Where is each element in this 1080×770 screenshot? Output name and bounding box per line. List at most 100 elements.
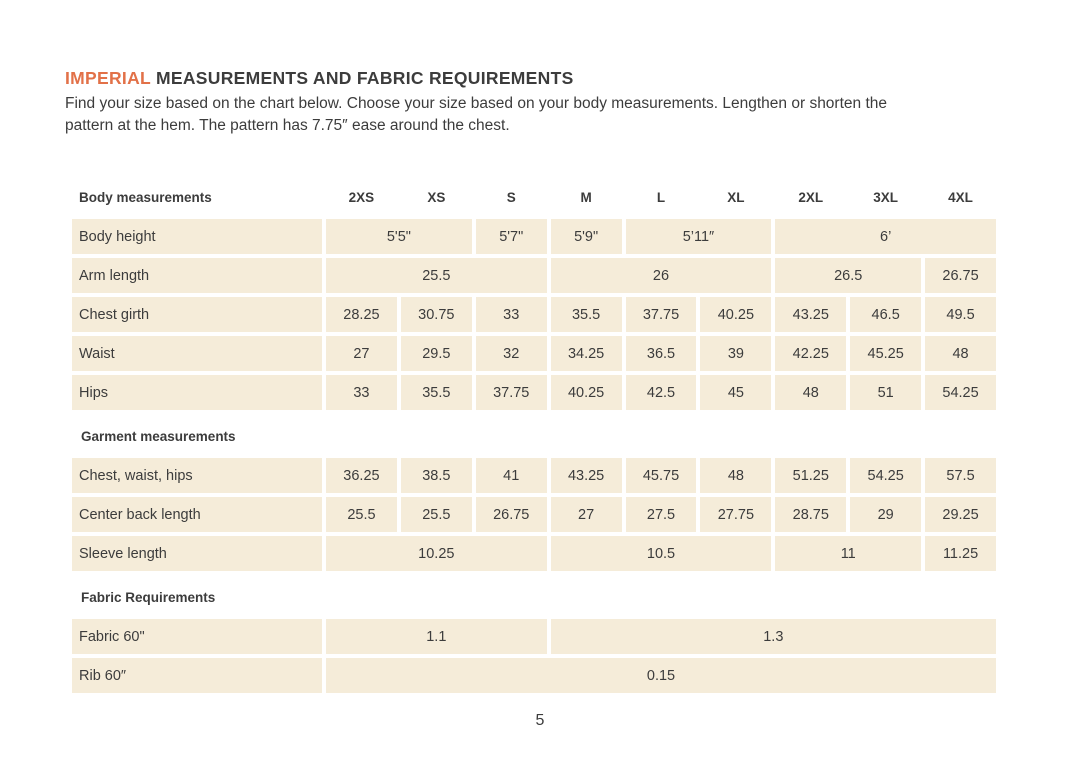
table-row: Chest girth 28.25 30.75 33 35.5 37.75 40.25 43.…	[72, 297, 996, 332]
measurement-cell: 48	[925, 336, 996, 371]
measurement-cell: 1.1	[326, 619, 547, 654]
measurement-cell: 45	[700, 375, 772, 410]
table-row: Fabric 60" 1.1 1.3	[72, 619, 996, 654]
measurement-cell: 29.25	[925, 497, 996, 532]
section-header: Fabric Requirements	[81, 589, 216, 605]
measurement-cell: 25.5	[326, 497, 397, 532]
measurement-cell: 27.75	[700, 497, 772, 532]
table-row: Sleeve length 10.25 10.5 11 11.25	[72, 536, 996, 571]
table-header-row: Body measurements 2XS XS S M L XL 2XL 3XL 4XL	[72, 188, 996, 206]
measurement-cell: 43.25	[775, 297, 847, 332]
measurement-cell: 35.5	[550, 297, 622, 332]
measurement-cell: 38.5	[400, 458, 472, 493]
table-row: Waist 27 29.5 32 34.25 36.5 39 42.25 45.25 48	[72, 336, 996, 371]
row-label: Sleeve length	[72, 536, 322, 571]
measurement-cell: 54.25	[925, 375, 996, 410]
row-label: Hips	[72, 375, 322, 410]
measurement-cell: 5’11″	[625, 219, 772, 254]
title-text: MEASUREMENTS AND FABRIC REQUIREMENTS	[156, 68, 574, 88]
size-column-header: 3XL	[873, 189, 899, 205]
table-row: Body height 5'5" 5'7" 5'9" 5’11″ 6’	[72, 219, 996, 254]
measurement-cell: 37.75	[475, 375, 547, 410]
measurement-cell: 26.5	[775, 258, 922, 293]
measurement-cell: 42.5	[625, 375, 697, 410]
measurement-cell: 27.5	[625, 497, 697, 532]
measurement-cell: 26.75	[475, 497, 547, 532]
size-column-header: M	[580, 189, 592, 205]
measurement-cell: 27	[550, 497, 622, 532]
table-row: Chest, waist, hips 36.25 38.5 41 43.25 45.75 4…	[72, 458, 996, 493]
measurement-cell: 27	[326, 336, 397, 371]
measurement-cell: 0.15	[326, 658, 996, 693]
measurement-cell: 35.5	[400, 375, 472, 410]
measurement-cell: 30.75	[400, 297, 472, 332]
row-label: Arm length	[72, 258, 322, 293]
row-label: Waist	[72, 336, 322, 371]
measurement-cell: 10.5	[550, 536, 772, 571]
row-label: Body height	[72, 219, 322, 254]
table-row: Hips 33 35.5 37.75 40.25 42.5 45 48 51 54.25	[72, 375, 996, 410]
size-column-header: 2XS	[348, 189, 375, 205]
measurement-cell: 5'9"	[550, 219, 622, 254]
measurement-cell: 40.25	[550, 375, 622, 410]
measurement-cell: 28.75	[775, 497, 847, 532]
measurement-cell: 33	[475, 297, 547, 332]
measurement-cell: 5'7"	[475, 219, 547, 254]
measurement-cell: 48	[775, 375, 847, 410]
measurement-cell: 45.25	[850, 336, 922, 371]
measurement-cell: 43.25	[550, 458, 622, 493]
measurement-cell: 41	[475, 458, 547, 493]
row-label: Fabric 60"	[72, 619, 322, 654]
measurement-cell: 10.25	[326, 536, 547, 571]
measurement-cell: 11.25	[925, 536, 996, 571]
measurement-cell: 51	[850, 375, 922, 410]
title-highlight: IMPERIAL	[65, 68, 152, 88]
table-header-label: Body measurements	[79, 189, 212, 205]
measurement-cell: 34.25	[550, 336, 622, 371]
size-column-header: XL	[727, 189, 745, 205]
row-label: Chest, waist, hips	[72, 458, 322, 493]
row-label: Center back length	[72, 497, 322, 532]
measurement-cell: 6’	[775, 219, 996, 254]
measurement-cell: 36.25	[326, 458, 397, 493]
size-column-header: S	[506, 189, 516, 205]
size-column-header: 4XL	[948, 189, 973, 205]
measurement-cell: 46.5	[850, 297, 922, 332]
measurement-cell: 26.75	[925, 258, 996, 293]
measurement-cell: 57.5	[925, 458, 996, 493]
measurement-cell: 48	[700, 458, 772, 493]
size-column-header: XS	[427, 189, 446, 205]
measurement-cell: 42.25	[775, 336, 847, 371]
size-column-header: 2XL	[798, 189, 824, 205]
measurement-cell: 5'5"	[326, 219, 472, 254]
measurement-cell: 54.25	[850, 458, 922, 493]
row-label: Rib 60″	[72, 658, 322, 693]
measurement-cell: 39	[700, 336, 772, 371]
measurement-cell: 49.5	[925, 297, 996, 332]
size-column-header: L	[656, 189, 666, 205]
measurement-cell: 37.75	[625, 297, 697, 332]
measurement-cell: 40.25	[700, 297, 772, 332]
table-row: Center back length 25.5 25.5 26.75 27 27.5 27.…	[72, 497, 996, 532]
measurement-cell: 28.25	[326, 297, 397, 332]
measurement-cell: 33	[326, 375, 397, 410]
measurement-cell: 45.75	[625, 458, 697, 493]
page-number: 5	[535, 712, 545, 729]
table-row: Arm length 25.5 26 26.5 26.75	[72, 258, 996, 293]
measurement-cell: 25.5	[400, 497, 472, 532]
size-chart-table: Body measurements 2XS XS S M L XL 2XL 3XL 4XL Body…	[72, 188, 996, 697]
intro-line-2: pattern at the hem. The pattern has 7.75…	[65, 116, 510, 134]
table-row: Rib 60″ 0.15	[72, 658, 996, 693]
measurement-cell: 29	[850, 497, 922, 532]
measurement-cell: 25.5	[326, 258, 547, 293]
measurement-cell: 36.5	[625, 336, 697, 371]
intro-paragraph: Find your size based on the chart below.…	[65, 93, 887, 136]
measurement-cell: 29.5	[400, 336, 472, 371]
measurement-cell: 26	[550, 258, 772, 293]
intro-line-1: Find your size based on the chart below.…	[65, 95, 887, 112]
measurement-cell: 32	[475, 336, 547, 371]
row-label: Chest girth	[72, 297, 322, 332]
measurement-cell: 1.3	[550, 619, 996, 654]
page-title: IMPERIAL MEASUREMENTS AND FABRIC REQUIREM…	[65, 68, 574, 89]
